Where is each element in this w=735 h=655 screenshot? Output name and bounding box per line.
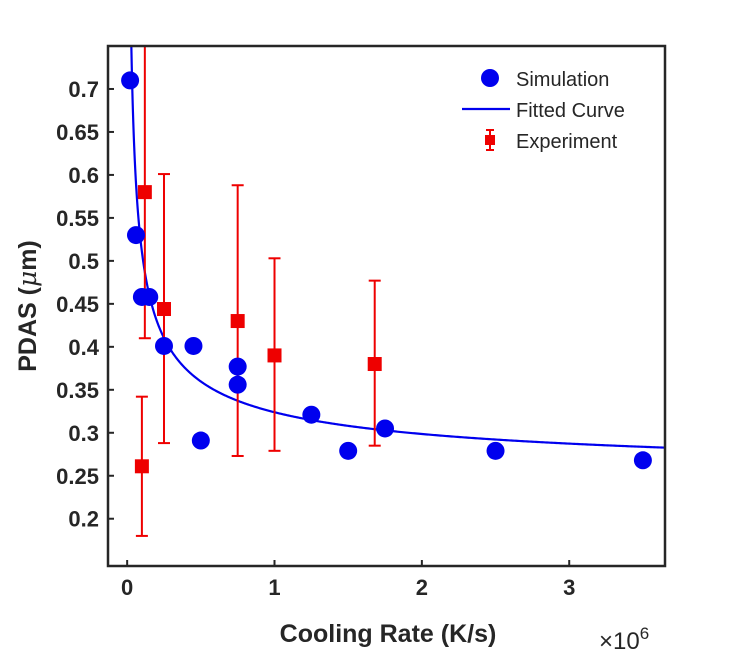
experiment-point [134, 459, 149, 474]
simulation-point [184, 336, 203, 355]
x-tick-label: 0 [121, 575, 133, 600]
experiment-point [367, 357, 382, 372]
y-tick-label: 0.25 [56, 464, 99, 489]
simulation-point [376, 419, 395, 438]
simulation-point [228, 357, 247, 376]
experiment-point [137, 185, 152, 200]
y-tick-label: 0.7 [68, 77, 99, 102]
y-axis-label-unit: m) [14, 240, 42, 271]
fitted-curve-layer [130, 45, 666, 449]
svg-text:PDAS (μm): PDAS (μm) [13, 240, 42, 372]
y-axis-label-main: PDAS ( [14, 286, 42, 371]
y-tick-label: 0.4 [68, 335, 99, 360]
y-tick-label: 0.65 [56, 120, 99, 145]
x-axis-label: Cooling Rate (K/s) [280, 620, 497, 648]
legend-experiment-label: Experiment [516, 131, 618, 153]
simulation-point [339, 441, 358, 460]
x-exponent-prefix: ×10 [599, 628, 640, 655]
simulation-points-layer [121, 71, 652, 470]
simulation-point [191, 431, 210, 450]
y-tick-label: 0.55 [56, 206, 99, 231]
legend-simulation-label: Simulation [516, 69, 609, 91]
simulation-point [302, 405, 321, 424]
legend-simulation-marker [481, 69, 499, 87]
plot-area-frame [106, 44, 667, 568]
x-tick-label: 3 [563, 575, 575, 600]
y-tick-label: 0.2 [68, 507, 99, 532]
simulation-point [140, 287, 159, 306]
axis-ticks: 0 1 2 3 0.2 0.25 0.3 0.35 0.4 0.45 0.5 0.55 0.6 0.65 0… [56, 77, 575, 600]
y-tick-label: 0.3 [68, 421, 99, 446]
y-axis-label: PDAS (μm) [13, 240, 42, 372]
x-tick-label: 1 [268, 575, 280, 600]
x-tick-label: 2 [416, 575, 428, 600]
x-axis-exponent: ×106 [599, 624, 649, 655]
legend-fitted-curve-label: Fitted Curve [516, 100, 625, 122]
experiment-errorbar-layer [134, 46, 382, 537]
simulation-point [121, 71, 140, 90]
simulation-point [154, 336, 173, 355]
experiment-point [156, 302, 171, 317]
y-tick-label: 0.5 [68, 249, 99, 274]
experiment-point [230, 314, 245, 329]
y-tick-label: 0.45 [56, 292, 99, 317]
fitted-curve-line [130, 45, 666, 449]
x-exponent-power: 6 [640, 624, 649, 643]
simulation-point [486, 441, 505, 460]
y-axis-label-mu: μ [13, 271, 42, 287]
legend: Simulation Fitted Curve Experiment [462, 69, 625, 153]
simulation-point [633, 451, 652, 470]
y-tick-label: 0.6 [68, 163, 99, 188]
simulation-point [126, 226, 145, 245]
legend-experiment-marker [485, 135, 495, 145]
experiment-point [267, 348, 282, 363]
simulation-point [228, 375, 247, 394]
y-tick-label: 0.35 [56, 378, 99, 403]
